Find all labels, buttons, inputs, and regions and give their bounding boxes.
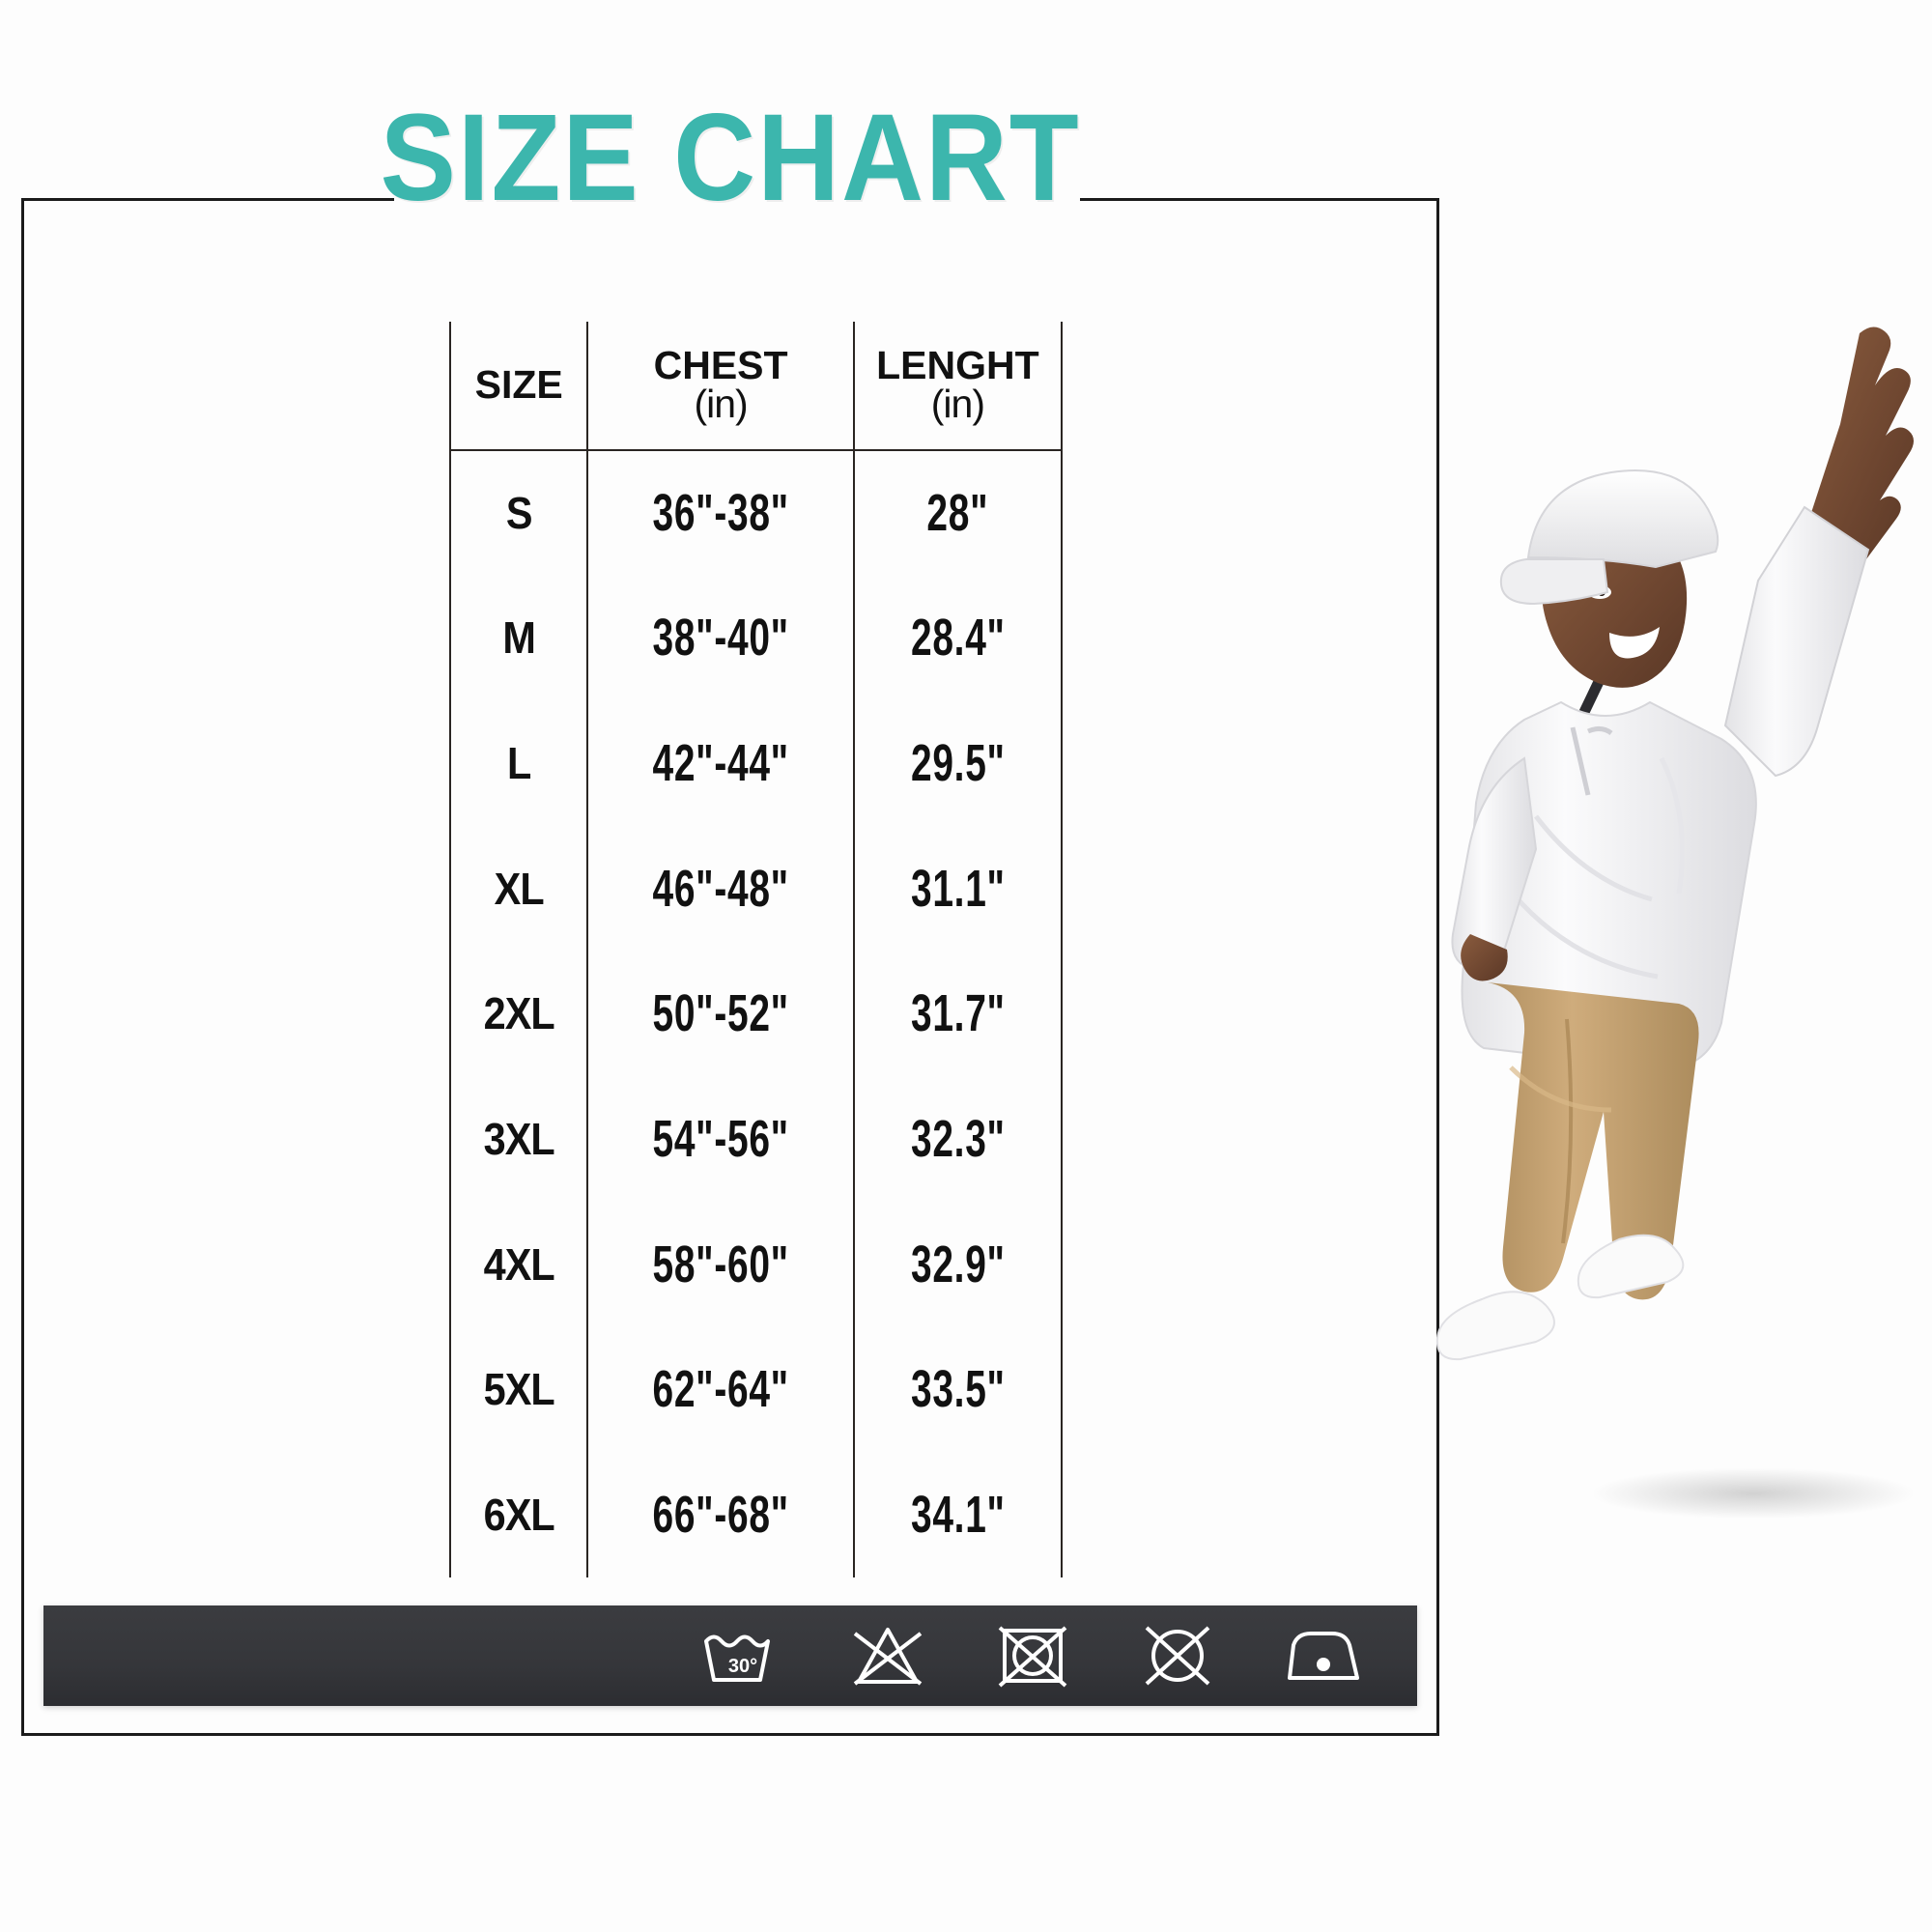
column-header-size-label: SIZE	[474, 362, 563, 408]
column-header-size: SIZE	[448, 322, 589, 451]
column-header-length-unit: (in)	[930, 382, 985, 426]
table-row: L 42"-44" 29.5"	[450, 700, 1064, 826]
cell-length-value: 32.9"	[910, 1235, 1006, 1293]
size-table: SIZE CHEST (in) LENGHT (in) S 36"-38" 28" M…	[448, 322, 1064, 1577]
cell-size: 4XL	[456, 1201, 582, 1327]
cell-chest-value: 58"-60"	[652, 1235, 789, 1293]
iron-low-icon	[1278, 1620, 1367, 1691]
cell-size: M	[456, 575, 582, 701]
cell-chest: 58"-60"	[586, 1201, 855, 1327]
cell-chest: 66"-68"	[586, 1452, 855, 1577]
cell-chest: 62"-64"	[586, 1326, 855, 1453]
table-row: 5XL 62"-64" 33.5"	[450, 1326, 1064, 1453]
cell-length: 33.5"	[852, 1326, 1064, 1453]
do-not-dry-clean-icon	[1133, 1620, 1222, 1691]
machine-wash-30-icon: 30°	[698, 1620, 787, 1691]
page-title: SIZE CHART	[380, 89, 1081, 227]
golfer-photo	[1420, 217, 1932, 1531]
table-row: M 38"-40" 28.4"	[450, 575, 1064, 701]
table-row: 4XL 58"-60" 32.9"	[450, 1201, 1064, 1327]
table-row: 2XL 50"-52" 31.7"	[450, 951, 1064, 1077]
cell-length: 28"	[852, 450, 1064, 576]
column-header-chest-label: CHEST	[653, 343, 788, 388]
cell-length-value: 31.7"	[910, 984, 1006, 1043]
cell-chest-value: 50"-52"	[652, 984, 789, 1043]
table-row: S 36"-38" 28"	[450, 450, 1064, 576]
cell-length-value: 31.1"	[910, 859, 1006, 918]
cell-size: 2XL	[456, 951, 582, 1077]
cell-length: 29.5"	[852, 700, 1064, 826]
column-header-length: LENGHT (in)	[852, 322, 1064, 451]
cell-length-value: 28"	[926, 484, 989, 543]
cell-chest: 50"-52"	[586, 951, 855, 1077]
cell-length-value: 28.4"	[910, 609, 1006, 668]
table-header-row: SIZE CHEST (in) LENGHT (in)	[448, 322, 1064, 451]
cell-chest: 38"-40"	[586, 575, 855, 701]
cell-chest-value: 42"-44"	[652, 734, 789, 793]
cell-chest-value: 54"-56"	[652, 1110, 789, 1169]
cell-length: 34.1"	[852, 1452, 1064, 1577]
cell-chest-value: 36"-38"	[652, 484, 789, 543]
cell-length: 31.7"	[852, 951, 1064, 1077]
cell-size: L	[456, 700, 582, 826]
cell-chest-value: 62"-64"	[652, 1360, 789, 1419]
cell-size: 3XL	[456, 1076, 582, 1202]
cell-chest: 46"-48"	[586, 825, 855, 952]
cell-chest-value: 38"-40"	[652, 609, 789, 668]
cell-chest-value: 46"-48"	[652, 859, 789, 918]
cell-size: 5XL	[456, 1326, 582, 1453]
column-header-length-label: LENGHT	[876, 343, 1039, 388]
cell-size: S	[456, 450, 582, 576]
table-row: XL 46"-48" 31.1"	[450, 825, 1064, 952]
size-table-head: SIZE CHEST (in) LENGHT (in)	[448, 322, 1064, 451]
cell-length: 32.3"	[852, 1076, 1064, 1202]
column-header-chest-unit: (in)	[694, 382, 748, 426]
do-not-bleach-icon	[843, 1620, 932, 1691]
cell-size: 6XL	[456, 1452, 582, 1577]
care-symbols-strip: 30°	[43, 1605, 1417, 1706]
svg-text:30°: 30°	[728, 1656, 757, 1677]
cell-chest-value: 66"-68"	[652, 1486, 789, 1545]
do-not-tumble-dry-icon	[988, 1620, 1077, 1691]
cell-chest: 42"-44"	[586, 700, 855, 826]
cell-size: XL	[456, 825, 582, 952]
size-table-wrapper: SIZE CHEST (in) LENGHT (in) S 36"-38" 28" M…	[448, 322, 1064, 1577]
cell-length-value: 32.3"	[910, 1110, 1006, 1169]
column-header-chest: CHEST (in)	[586, 322, 855, 451]
table-row: 3XL 54"-56" 32.3"	[450, 1076, 1064, 1202]
table-row: 6XL 66"-68" 34.1"	[450, 1452, 1064, 1577]
model-floor-shadow	[1594, 1468, 1913, 1519]
cell-length: 32.9"	[852, 1201, 1064, 1327]
cell-chest: 54"-56"	[586, 1076, 855, 1202]
cell-length: 31.1"	[852, 825, 1064, 952]
size-table-body: S 36"-38" 28" M 38"-40" 28.4" L 42"-44" 29.5" XL 4…	[450, 450, 1064, 1577]
cell-length: 28.4"	[852, 575, 1064, 701]
cell-length-value: 29.5"	[910, 734, 1006, 793]
cell-length-value: 33.5"	[910, 1360, 1006, 1419]
title-border-gap	[394, 180, 1080, 218]
cell-length-value: 34.1"	[910, 1486, 1006, 1545]
cell-chest: 36"-38"	[586, 450, 855, 576]
